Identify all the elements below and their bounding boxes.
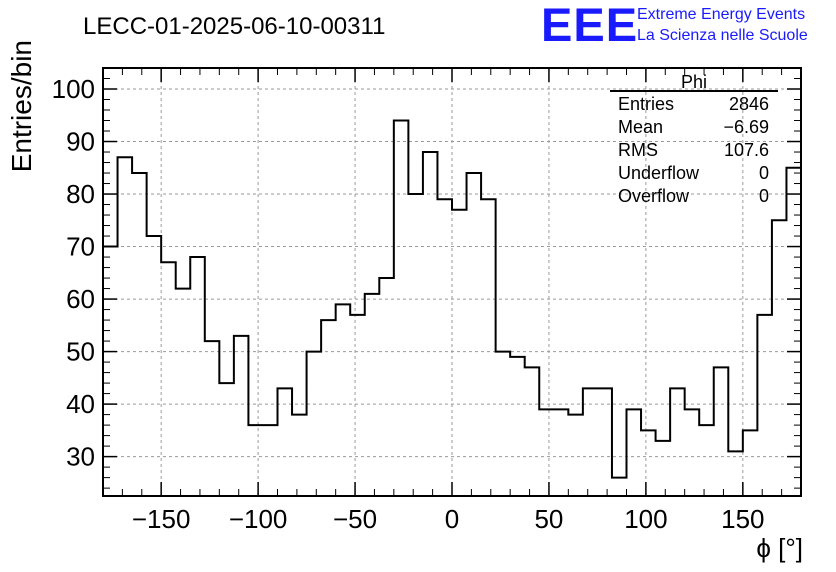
histogram-bin — [539, 409, 554, 496]
histogram-bin — [147, 236, 162, 496]
stats-row-value: 0 — [759, 163, 769, 183]
y-tick-label: 70 — [66, 232, 95, 262]
histogram-bin — [234, 336, 249, 496]
histogram-bin — [670, 388, 685, 496]
stats-box-title: Phi — [681, 72, 707, 92]
x-tick-label: 100 — [624, 504, 667, 534]
histogram-bin — [176, 289, 191, 496]
histogram-bin — [118, 157, 133, 496]
histogram-bin — [103, 247, 118, 496]
histogram-bin — [365, 294, 380, 496]
histogram-bin — [612, 478, 627, 496]
stats-box: Phi Entries 2846 Mean −6.69 RMS 107.6 Underflo… — [610, 72, 778, 206]
x-tick-label: −50 — [333, 504, 377, 534]
x-tick-label: −100 — [229, 504, 288, 534]
eee-logo-mark: EEE — [541, 0, 638, 51]
x-tick-label: 0 — [445, 504, 459, 534]
stats-row-value: 2846 — [729, 94, 769, 114]
stats-row-label: Entries — [618, 94, 674, 114]
histogram-bin — [699, 425, 714, 496]
x-axis-label: ϕ [°] — [756, 533, 803, 563]
y-axis-label: Entries/bin — [6, 40, 37, 172]
histogram-bin — [394, 121, 409, 496]
histogram-bin — [292, 415, 307, 496]
stats-row-value: 0 — [759, 186, 769, 206]
logo-line-1: Extreme Energy Events — [637, 6, 805, 23]
y-tick-label: 80 — [66, 179, 95, 209]
histogram-bin — [641, 430, 656, 496]
histogram-bin — [379, 278, 394, 496]
y-tick-label: 90 — [66, 127, 95, 157]
histogram-bin — [248, 425, 263, 496]
chart-title: LECC-01-2025-06-10-00311 — [83, 13, 385, 40]
histogram-bin — [525, 367, 540, 496]
histogram-bin — [786, 168, 801, 496]
histogram-bin — [408, 194, 423, 496]
histogram-bin — [263, 425, 278, 496]
axis-ticks: −150 −100 −50 0 50 100 150 30 40 50 60 70 80 90 100 — [52, 67, 801, 534]
stats-rows: Entries 2846 Mean −6.69 RMS 107.6 Underflow 0 Ov… — [618, 94, 769, 206]
histogram-bin — [423, 152, 438, 496]
x-tick-label: 150 — [721, 504, 764, 534]
stats-row-label: Mean — [618, 117, 663, 137]
stats-row-label: Overflow — [618, 186, 690, 206]
histogram-bin — [452, 210, 467, 496]
y-tick-label: 100 — [52, 74, 95, 104]
histogram-bin — [757, 315, 772, 496]
histogram-bin — [583, 388, 598, 496]
x-tick-label: −150 — [132, 504, 191, 534]
histogram-bin — [597, 388, 612, 496]
y-tick-label: 30 — [66, 442, 95, 472]
stats-row-value: −6.69 — [723, 117, 769, 137]
y-tick-label: 50 — [66, 337, 95, 367]
histogram-bin — [481, 199, 496, 496]
histogram-bin — [350, 315, 365, 496]
histogram-bin — [161, 262, 176, 496]
histogram-bin — [205, 341, 220, 496]
histogram-bin — [728, 451, 743, 496]
histogram-bin — [467, 173, 482, 496]
histogram-bin — [627, 409, 642, 496]
x-tick-label: 50 — [534, 504, 563, 534]
histogram-bin — [190, 257, 205, 496]
histogram-step-line — [103, 119, 802, 479]
stats-row-label: RMS — [618, 140, 658, 160]
stats-row-label: Underflow — [618, 163, 700, 183]
histogram-bin — [132, 173, 147, 496]
histogram-bin — [496, 352, 511, 496]
y-tick-label: 40 — [66, 389, 95, 419]
histogram-bin — [568, 415, 583, 496]
histogram-bin — [554, 409, 569, 496]
logo-line-2: La Scienza nelle Scuole — [637, 27, 808, 44]
stats-row-value: 107.6 — [724, 140, 769, 160]
histogram-bin — [219, 383, 234, 496]
grid-lines — [103, 68, 801, 496]
histogram-bin — [307, 352, 322, 496]
histogram-series — [103, 119, 802, 496]
histogram-bin — [437, 199, 452, 496]
histogram-bin — [772, 220, 787, 496]
histogram-bin — [510, 357, 525, 496]
histogram-bin — [278, 388, 293, 496]
histogram-bin — [321, 320, 336, 496]
histogram-bin — [656, 441, 671, 496]
histogram-bin — [743, 430, 758, 496]
histogram-bin — [336, 304, 351, 496]
histogram-bin — [685, 409, 700, 496]
y-tick-label: 60 — [66, 284, 95, 314]
histogram-bin — [714, 367, 729, 496]
